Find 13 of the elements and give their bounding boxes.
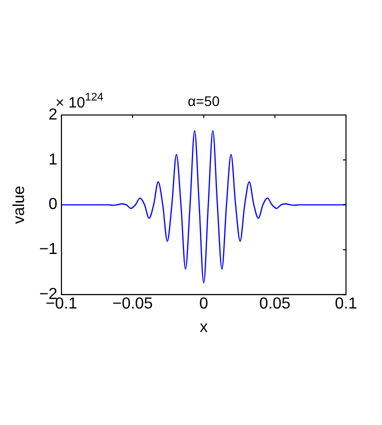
x-tick-label: −0.05 xyxy=(112,296,153,313)
x-axis-title: x xyxy=(200,318,208,336)
line-series xyxy=(61,130,346,284)
y-tick-label: 0 xyxy=(48,196,58,214)
x-tick-label: 0 xyxy=(199,296,208,313)
y-tick-label: −1 xyxy=(39,241,58,258)
y-tick-label: 1 xyxy=(48,151,58,168)
x-tick-label: −0.1 xyxy=(46,296,78,313)
x-tick-label: 0.05 xyxy=(259,296,291,313)
x-tick-label: 0.1 xyxy=(334,296,358,313)
y-axis-title: value xyxy=(11,186,28,224)
y-tick-label: 2 xyxy=(48,106,58,124)
chart-title: α=50 xyxy=(188,92,220,109)
